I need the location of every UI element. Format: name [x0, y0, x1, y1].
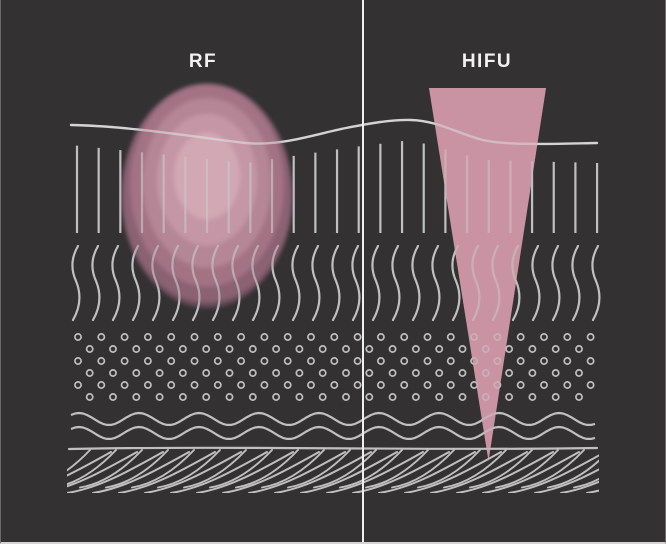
- rf-label: RF: [188, 51, 218, 72]
- horizontal-wave-lines: [70, 411, 596, 440]
- hifu-focused-beam: [429, 88, 546, 461]
- hifu-label: HIFU: [461, 51, 513, 72]
- divider-line: [362, 0, 365, 542]
- circle-dot-grid: [74, 333, 595, 401]
- rf-diffuse-heating-zone-tint: [122, 84, 292, 308]
- diagonal-braid-lines: [67, 446, 599, 493]
- skin-texture-layers: [67, 118, 601, 493]
- hifu-focused-beam-tint: [429, 88, 546, 461]
